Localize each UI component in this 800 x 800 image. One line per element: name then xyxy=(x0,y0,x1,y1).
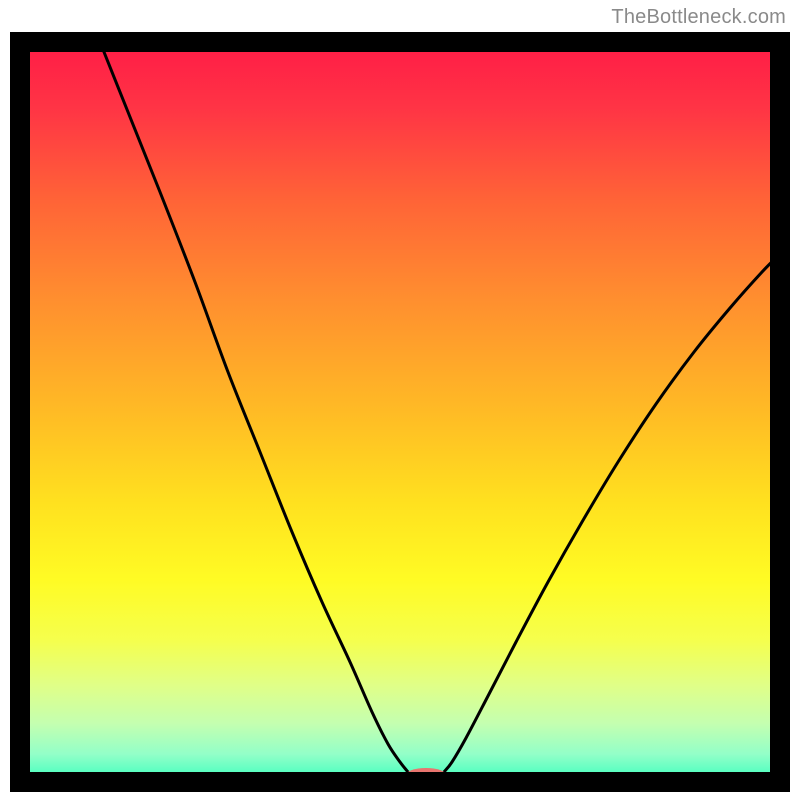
chart-svg xyxy=(10,32,790,792)
chart-background xyxy=(10,32,790,792)
watermark-text: TheBottleneck.com xyxy=(611,6,786,29)
chart-container: TheBottleneck.com xyxy=(0,0,800,800)
chart-area xyxy=(10,32,790,792)
